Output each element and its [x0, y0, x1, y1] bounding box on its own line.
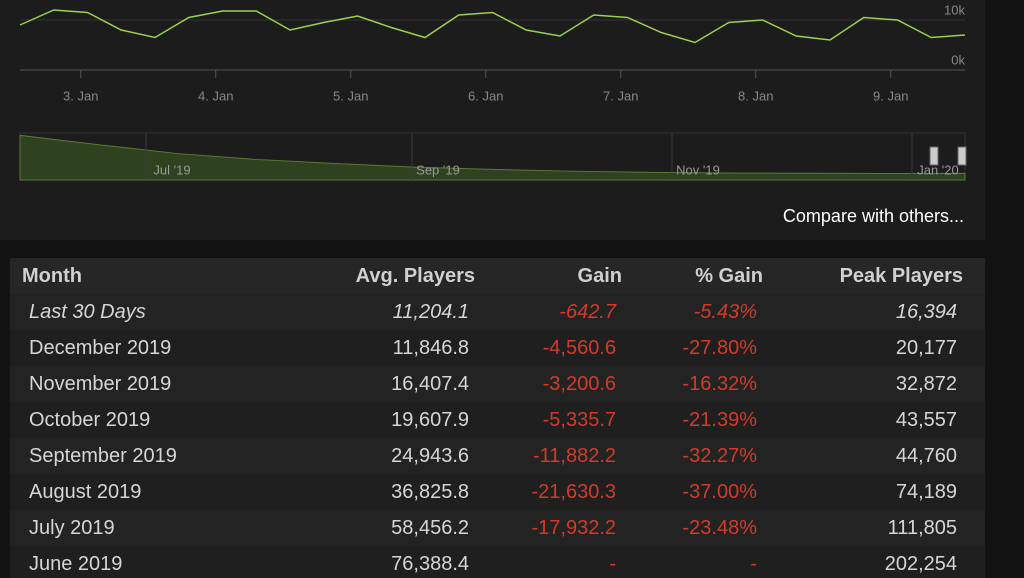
navigator-label: Jul '19 [153, 162, 190, 177]
table-cell: -4,560.6 [542, 337, 616, 359]
table-cell: 76,388.4 [391, 553, 469, 575]
table-cell: -642.7 [559, 301, 616, 323]
chart: Compare with others... 0k 10k 3. Jan 4. Jan… [0, 0, 985, 240]
table-cell: July 2019 [29, 517, 115, 539]
table-cell: 11,204.1 [392, 301, 469, 323]
table-row: Last 30 Days 11,204.1 -642.7 -5.43% 16,394 [10, 294, 985, 330]
table-cell: 44,760 [895, 445, 957, 467]
table-cell: October 2019 [29, 409, 151, 431]
table-cell: August 2019 [29, 481, 142, 503]
table-row: July 2019 58,456.2 -17,932.2 -23.48% 111,805 [10, 510, 985, 546]
table-cell: 16,394 [895, 301, 957, 323]
table-cell: 32,872 [895, 373, 957, 395]
y-tick-label: 0k [951, 52, 965, 67]
table-row: August 2019 36,825.8 -21,630.3 -37.00% 74,18… [10, 474, 985, 510]
table-cell: June 2019 [29, 553, 123, 575]
table-cell: -5,335.7 [542, 409, 616, 431]
header-cell: Peak Players [839, 265, 963, 287]
table: Month Avg. Players Gain % Gain Peak Players L… [10, 258, 985, 578]
table-cell: 11,846.8 [392, 337, 469, 359]
table-cell: -21,630.3 [531, 481, 616, 503]
table-cell: -32.27% [682, 445, 758, 467]
table-cell: November 2019 [29, 373, 172, 395]
table-cell: -17,932.2 [531, 517, 616, 539]
table-cell: 24,943.6 [391, 445, 469, 467]
header-row: Month Avg. Players Gain % Gain Peak Players [10, 258, 985, 294]
table-cell: - [750, 553, 757, 575]
header-cell: Avg. Players [355, 265, 475, 287]
table-cell: -27.80% [682, 337, 758, 359]
line-series [19, 9, 966, 44]
table-cell: - [609, 553, 616, 575]
x-tick-label: 3. Jan [63, 88, 98, 103]
table-cell: 16,407.4 [391, 373, 469, 395]
table-cell: -21.39% [682, 409, 758, 431]
table-cell: December 2019 [29, 337, 172, 359]
header-cell: Month [22, 265, 82, 287]
table-cell: -3,200.6 [542, 373, 616, 395]
table-cell: 36,825.8 [391, 481, 469, 503]
table-cell: -5.43% [693, 301, 757, 323]
table-cell: -37.00% [682, 481, 758, 503]
x-tick-label: 6. Jan [468, 88, 503, 103]
x-tick-label: 4. Jan [198, 88, 233, 103]
table-cell: -16.32% [682, 373, 758, 395]
compare-link[interactable]: Compare with others... [783, 206, 964, 226]
y-tick-label: 10k [944, 2, 965, 17]
header-cell: % Gain [695, 265, 763, 287]
table-cell: 111,805 [887, 517, 957, 539]
table-row: November 2019 16,407.4 -3,200.6 -16.32% 32,8… [10, 366, 985, 402]
navigator-handle [957, 146, 967, 166]
table-cell: 202,254 [884, 553, 957, 575]
navigator-handle [929, 146, 939, 166]
navigator-label: Nov '19 [676, 162, 720, 177]
table-row: September 2019 24,943.6 -11,882.2 -32.27% 44… [10, 438, 985, 474]
x-tick-label: 9. Jan [873, 88, 908, 103]
table-cell: 74,189 [895, 481, 957, 503]
chart-bg [0, 0, 985, 240]
table-cell: 20,177 [895, 337, 957, 359]
x-tick-label: 8. Jan [738, 88, 773, 103]
navigator-label: Jan '20 [917, 162, 959, 177]
table-row: June 2019 76,388.4 - - 202,254 [10, 546, 985, 578]
header-cell: Gain [577, 265, 622, 287]
table-row: October 2019 19,607.9 -5,335.7 -21.39% 43,55… [10, 402, 985, 438]
table-cell: 58,456.2 [391, 517, 469, 539]
table-cell: -11,882.2 [532, 445, 616, 467]
navigator-label: Sep '19 [416, 162, 460, 177]
table-cell: 19,607.9 [391, 409, 469, 431]
navigator-area [19, 134, 966, 181]
table-cell: 43,557 [895, 409, 957, 431]
table-cell: September 2019 [29, 445, 177, 467]
table-cell: -23.48% [682, 517, 758, 539]
table-row: December 2019 11,846.8 -4,560.6 -27.80% 20,1… [10, 330, 985, 366]
table-cell: Last 30 Days [29, 301, 146, 323]
x-tick-label: 7. Jan [603, 88, 638, 103]
x-tick-label: 5. Jan [333, 88, 368, 103]
